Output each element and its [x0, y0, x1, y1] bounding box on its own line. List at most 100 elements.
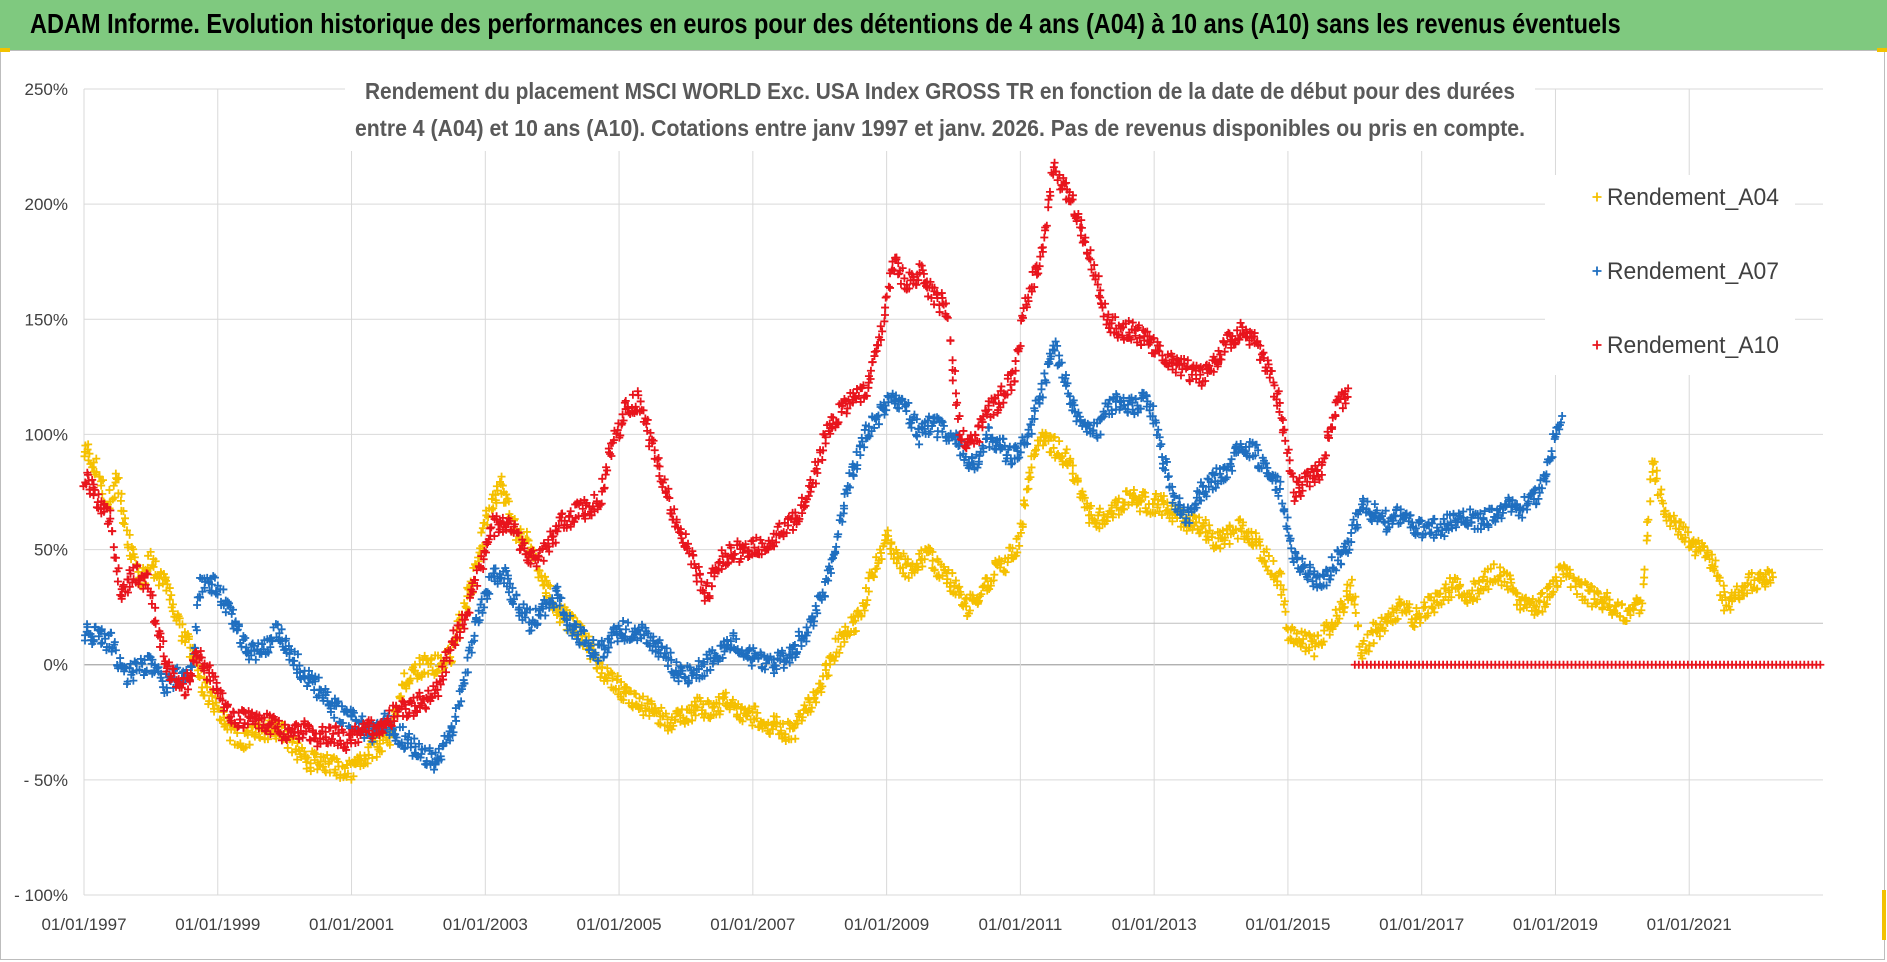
data-point [1346, 581, 1355, 590]
data-point [868, 358, 877, 367]
data-point [598, 663, 607, 672]
data-point [1310, 652, 1319, 661]
data-point [1040, 369, 1049, 378]
data-point [1026, 473, 1035, 482]
data-point [704, 699, 713, 708]
legend-item-rendement_a04: Rendement_A04 [1592, 184, 1779, 211]
data-point [229, 605, 238, 614]
data-point [864, 587, 873, 596]
data-point [165, 595, 174, 604]
data-point [1412, 604, 1421, 613]
data-point [1657, 485, 1666, 494]
data-point [1238, 521, 1247, 530]
data-point [654, 454, 663, 463]
data-point [647, 699, 656, 708]
data-point [751, 702, 760, 711]
x-tick-label: 01/01/2007 [710, 915, 795, 934]
data-point [433, 667, 442, 676]
data-point [798, 713, 807, 722]
data-point [1463, 598, 1472, 607]
data-point [1659, 499, 1668, 508]
data-point [1479, 572, 1488, 581]
data-point [1553, 583, 1562, 592]
data-point [125, 530, 134, 539]
data-point [881, 303, 890, 312]
data-point [1032, 445, 1041, 454]
data-point [608, 674, 617, 683]
data-point [212, 698, 221, 707]
data-point [452, 716, 461, 725]
data-point [306, 767, 315, 776]
data-point [273, 620, 282, 629]
data-point [1062, 445, 1071, 454]
data-point [1428, 603, 1437, 612]
data-point [155, 574, 164, 583]
data-point [312, 750, 321, 759]
data-point [904, 573, 913, 582]
data-point [638, 692, 647, 701]
data-point [116, 654, 125, 663]
data-point [645, 711, 654, 720]
data-point [84, 440, 93, 449]
data-point [1571, 582, 1580, 591]
data-point [1640, 565, 1649, 574]
data-point [283, 743, 292, 752]
data-point [1701, 553, 1710, 562]
data-point [1494, 576, 1503, 585]
data-point [1112, 503, 1121, 512]
data-point [1011, 357, 1020, 366]
data-point [1015, 541, 1024, 550]
data-point [807, 703, 816, 712]
data-point [1136, 497, 1145, 506]
data-point [753, 708, 762, 717]
data-point [1644, 515, 1653, 524]
data-point [1286, 634, 1295, 643]
data-point [619, 617, 628, 626]
data-point [661, 709, 670, 718]
data-point [146, 547, 155, 556]
data-point [1350, 600, 1359, 609]
data-point [349, 772, 358, 781]
data-point [1047, 448, 1056, 457]
data-point [304, 678, 313, 687]
data-point [1617, 600, 1626, 609]
data-point [1016, 528, 1025, 537]
data-point [478, 542, 487, 551]
data-point [225, 599, 234, 608]
data-point [324, 759, 333, 768]
x-axis: 01/01/1997 01/01/1999 01/01/2001 01/01/2003… [41, 915, 1731, 934]
data-point [111, 646, 120, 655]
data-point [920, 555, 929, 564]
data-point [1500, 577, 1509, 586]
x-tick-label: 01/01/2009 [844, 915, 929, 934]
data-point [1650, 457, 1659, 466]
data-point [154, 581, 163, 590]
y-tick-label: 150% [25, 310, 68, 329]
data-point [272, 734, 281, 743]
data-point [862, 600, 871, 609]
data-point [1068, 461, 1077, 470]
data-point [537, 571, 546, 580]
data-point [1573, 590, 1581, 599]
data-point [1055, 437, 1064, 446]
y-tick-label: 250% [25, 80, 68, 99]
data-point [1151, 509, 1160, 518]
data-point [1698, 543, 1707, 552]
data-point [902, 407, 911, 416]
x-tick-label: 01/01/1997 [41, 915, 126, 934]
data-point [234, 622, 243, 631]
data-point [1666, 522, 1675, 531]
data-point [812, 698, 821, 707]
data-point [300, 747, 309, 756]
data-point [105, 486, 114, 495]
data-point [1652, 466, 1661, 475]
data-point [886, 283, 895, 292]
data-point [242, 649, 251, 658]
data-point [330, 713, 339, 722]
data-point [1388, 604, 1397, 613]
data-point [817, 688, 826, 697]
data-point [1225, 539, 1234, 548]
data-point [1260, 556, 1269, 565]
data-point [542, 576, 551, 585]
data-point [1094, 291, 1103, 300]
